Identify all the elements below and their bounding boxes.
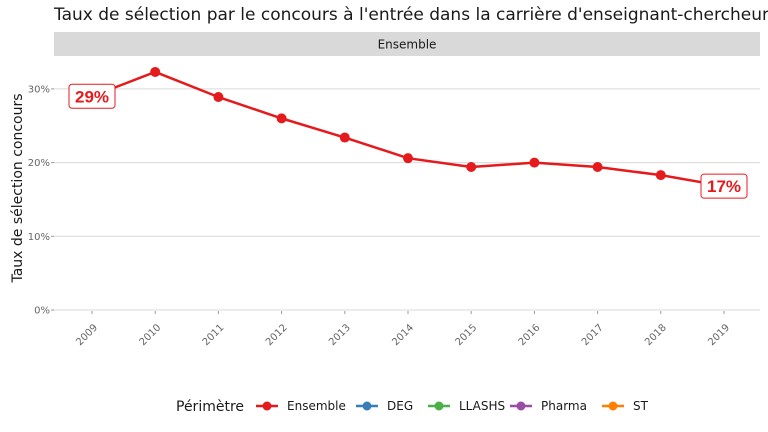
y-tick-label: 30% [28,84,50,95]
data-point [339,132,350,143]
legend-item-label: DEG [387,399,413,413]
x-tick-label: 2015 [454,322,480,348]
y-tick-label: 20% [28,158,50,169]
x-tick-label: 2011 [201,322,227,348]
legend: Périmètre Ensemble DEG LLASHS Pharma ST [176,399,649,415]
data-point [592,162,603,173]
legend-key-point [262,401,272,411]
data-point [655,170,666,181]
facet-strip-label: Ensemble [378,38,437,52]
data-point [150,66,161,77]
legend-key-point [516,401,526,411]
y-tick-label: 0% [34,306,50,317]
x-tick-label: 2013 [327,322,353,348]
data-label-box [700,173,748,199]
legend-key-point [608,401,618,411]
chart-title: Taux de sélection par le concours à l'en… [53,5,768,25]
facet-strip [54,32,760,56]
series-points [150,66,666,181]
legend-item-label: ST [633,399,649,413]
y-axis-ticks: 0% 10% 20% 30% [28,84,54,317]
x-tick-label: 2017 [580,322,606,348]
data-point [529,157,540,168]
data-label: 29% [75,87,109,106]
x-tick-label: 2014 [390,322,416,348]
legend-item-label: Pharma [541,399,587,413]
x-tick-label: 2016 [517,322,543,348]
legend-item-label: Ensemble [287,399,346,413]
x-tick-label: 2009 [74,322,100,348]
x-tick-label: 2019 [706,322,732,348]
legend-key-point [362,401,372,411]
x-tick-label: 2018 [643,322,669,348]
grid-lines [54,88,760,311]
x-tick-label: 2012 [264,322,290,348]
legend-item-label: LLASHS [459,399,505,413]
data-point [213,92,224,103]
data-label: 17% [707,177,741,196]
data-label-box [68,83,116,109]
x-tick-label: 2010 [138,322,164,348]
data-point [403,153,413,164]
data-point [276,113,287,124]
legend-title: Périmètre [176,399,244,415]
y-axis-label: Taux de sélection concours [10,93,26,283]
data-point [466,162,477,173]
legend-key-point [434,401,444,411]
data-labels: 29% 17% [68,83,748,199]
y-tick-label: 10% [28,232,50,243]
x-axis-ticks: 2009 2010 2011 2012 2013 2014 2015 2016 2017 2018… [74,311,732,348]
